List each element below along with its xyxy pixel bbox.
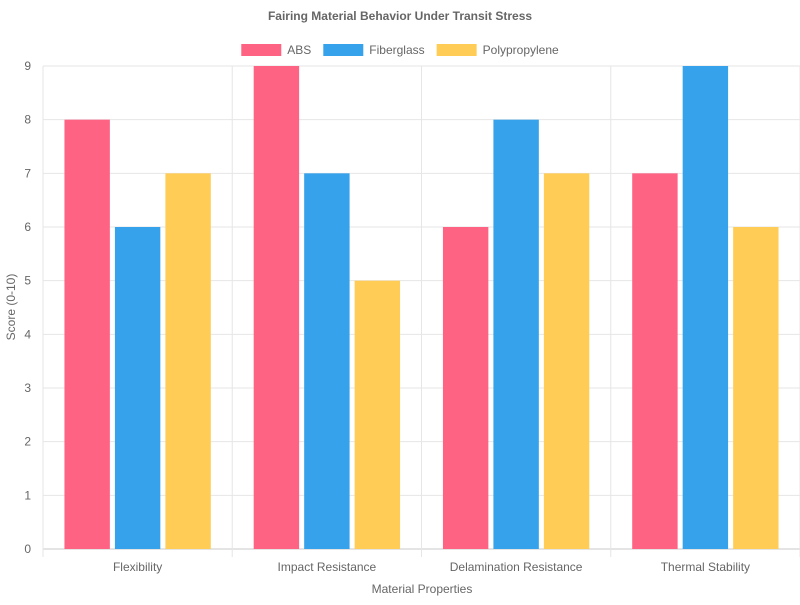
y-tick-label: 5 [24,274,31,288]
x-axis-title: Material Properties [372,582,473,596]
y-axis-title: Score (0-10) [4,274,18,341]
y-tick-label: 1 [24,488,31,502]
y-tick-label: 3 [24,381,31,395]
bar [354,280,401,549]
bar [304,173,350,550]
bar [543,173,590,550]
y-tick-label: 9 [24,59,31,73]
x-tick-label: Delamination Resistance [450,560,583,574]
legend-swatch [436,44,477,56]
y-tick-label: 6 [24,220,31,234]
bars [64,66,779,550]
legend-label: Polypropylene [483,43,559,57]
y-tick-label: 7 [24,166,31,180]
legend-label: ABS [287,43,311,57]
bar [442,227,489,549]
y-tick-label: 2 [24,435,31,449]
x-tick-label: Flexibility [113,560,162,574]
x-tick-label: Impact Resistance [278,560,377,574]
y-tick-label: 0 [24,542,31,556]
y-tick-label: 4 [24,327,31,341]
bar [253,66,300,549]
bar [493,119,539,550]
bar [165,173,211,550]
bar [114,227,161,549]
bar [632,173,678,550]
chart-title: Fairing Material Behavior Under Transit … [267,9,533,23]
x-tick-label: Thermal Stability [661,560,750,574]
axes: 0 1 2 3 4 5 6 7 8 9 Flexibility Impact Resistance De… [24,59,750,574]
bar [733,227,779,549]
y-tick-label: 8 [24,113,31,127]
legend: ABS Fiberglass Polypropylene [241,43,559,57]
legend-label: Fiberglass [369,43,424,57]
legend-swatch [323,44,364,56]
bar [64,119,110,550]
legend-swatch [241,44,282,56]
bar [682,66,729,549]
